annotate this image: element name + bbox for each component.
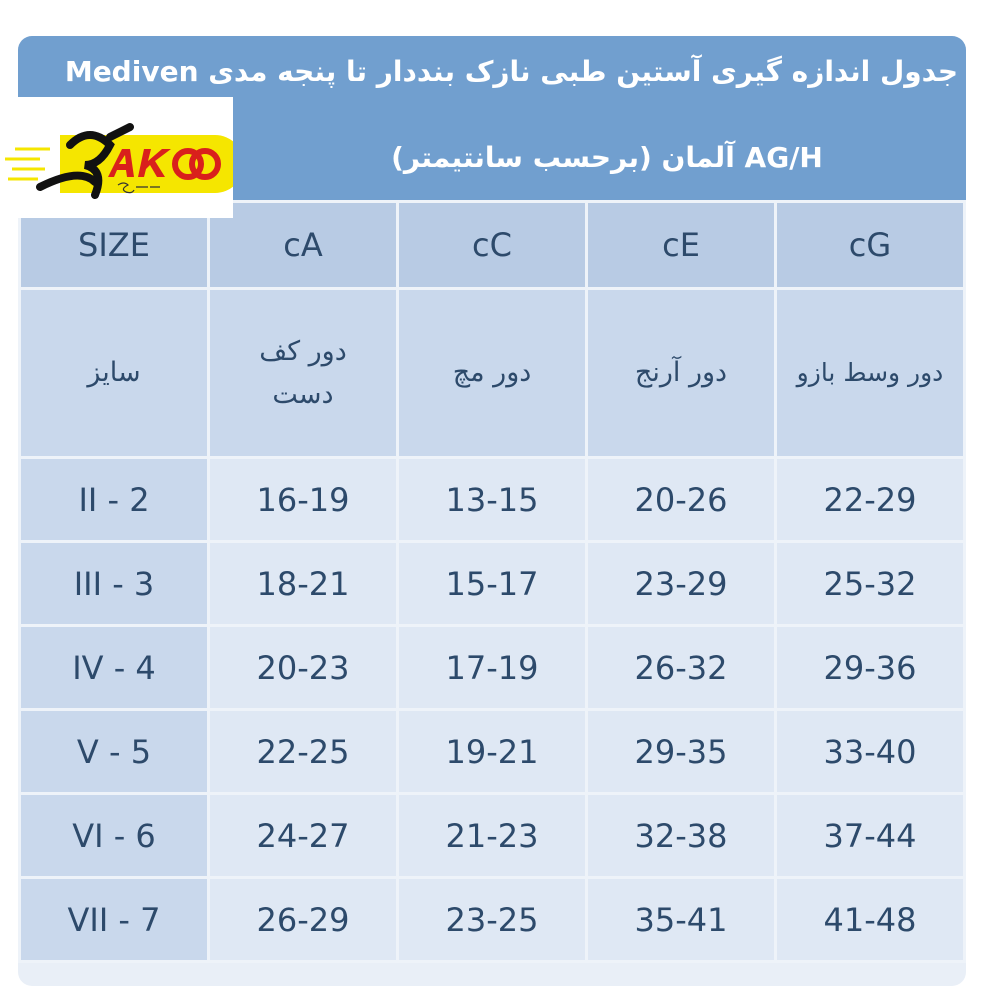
- measurement-cell: 26-29: [207, 876, 399, 963]
- column-header: cC: [396, 200, 588, 290]
- logo-image: [5, 123, 244, 199]
- title-line-1: جدول اندازه گیری آستین طبی نازک بنددار ت…: [64, 55, 958, 88]
- chart-title: جدول اندازه گیری آستین طبی نازک بنددار ت…: [18, 36, 966, 200]
- size-cell: IV - 4: [18, 624, 210, 711]
- size-cell: III - 3: [18, 540, 210, 627]
- column-label: دور وسط بازو: [774, 287, 966, 459]
- size-cell: VI - 6: [18, 792, 210, 879]
- measurement-cell: 15-17: [396, 540, 588, 627]
- column-header: cA: [207, 200, 399, 290]
- measurement-cell: 22-29: [774, 456, 966, 543]
- measurement-cell: 29-36: [774, 624, 966, 711]
- measurement-cell: 35-41: [585, 876, 777, 963]
- title-line-2: AG/H آلمان (برحسب سانتیمتر): [391, 141, 823, 174]
- measurement-cell: 32-38: [585, 792, 777, 879]
- measurement-cell: 17-19: [396, 624, 588, 711]
- column-header: cE: [585, 200, 777, 290]
- measurement-cell: 37-44: [774, 792, 966, 879]
- size-cell: V - 5: [18, 708, 210, 795]
- table-row: VII - 7 26-29 23-25 35-41 41-48: [18, 876, 966, 963]
- measurement-cell: 33-40: [774, 708, 966, 795]
- measurement-cell: 20-26: [585, 456, 777, 543]
- measurement-cell: 25-32: [774, 540, 966, 627]
- measurement-cell: 18-21: [207, 540, 399, 627]
- measurement-cell: 23-25: [396, 876, 588, 963]
- measurement-cell: 20-23: [207, 624, 399, 711]
- ako-sport-logo: [0, 97, 244, 218]
- measurement-cell: 22-25: [207, 708, 399, 795]
- table-row: III - 3 18-21 15-17 23-29 25-32: [18, 540, 966, 627]
- size-cell: II - 2: [18, 456, 210, 543]
- measurement-cell: 21-23: [396, 792, 588, 879]
- size-cell: VII - 7: [18, 876, 210, 963]
- table-row: IV - 4 20-23 17-19 26-32 29-36: [18, 624, 966, 711]
- column-label-text: دور کف دست: [259, 335, 347, 410]
- measurement-cell: 16-19: [207, 456, 399, 543]
- column-label: دور کف دست: [207, 287, 399, 459]
- table-row: II - 2 16-19 13-15 20-26 22-29: [18, 456, 966, 543]
- measurement-cell: 29-35: [585, 708, 777, 795]
- table-row: V - 5 22-25 19-21 29-35 33-40: [18, 708, 966, 795]
- measurement-cell: 26-32: [585, 624, 777, 711]
- measurement-cell: 19-21: [396, 708, 588, 795]
- measurement-cell: 23-29: [585, 540, 777, 627]
- column-label: دور آرنج: [585, 287, 777, 459]
- column-header: cG: [774, 200, 966, 290]
- column-label: سایز: [18, 287, 210, 459]
- size-chart: جدول اندازه گیری آستین طبی نازک بنددار ت…: [18, 36, 966, 986]
- size-table: SIZE cA cC cE cG سایز دور کف دست دور مچ …: [18, 200, 966, 963]
- measurement-cell: 13-15: [396, 456, 588, 543]
- table-row: VI - 6 24-27 21-23 32-38 37-44: [18, 792, 966, 879]
- measurement-cell: 41-48: [774, 876, 966, 963]
- column-label-row: سایز دور کف دست دور مچ دور آرنج دور وسط …: [18, 287, 966, 459]
- column-label: دور مچ: [396, 287, 588, 459]
- measurement-cell: 24-27: [207, 792, 399, 879]
